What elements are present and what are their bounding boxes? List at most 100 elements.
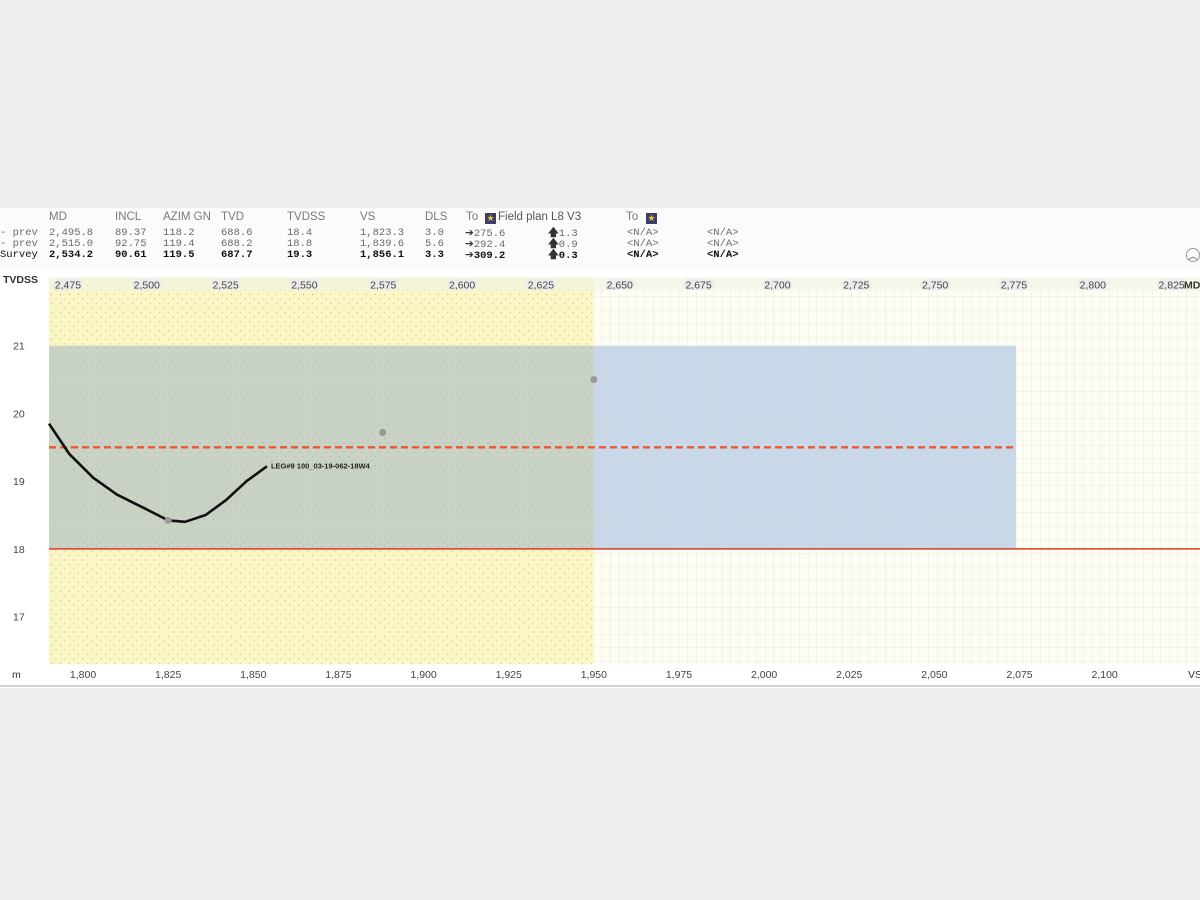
x-tick-label: 1,825 bbox=[155, 669, 181, 681]
md-tick-label: 2,525 bbox=[212, 280, 238, 292]
x-tick-label: 1,925 bbox=[496, 669, 522, 681]
distance-value: 309.2 bbox=[473, 250, 506, 262]
row-label: Survey bbox=[0, 249, 38, 261]
md-tick-label: 2,600 bbox=[449, 280, 475, 292]
y-axis-label: TVDSS bbox=[3, 274, 38, 286]
arrow-up-icon: 🡅 bbox=[548, 227, 559, 239]
md-tick-pill bbox=[52, 279, 83, 290]
header-md[interactable]: MD bbox=[49, 211, 67, 223]
arrow-right-icon: ➔ bbox=[465, 227, 474, 239]
cell-azim: 119.5 bbox=[163, 249, 195, 261]
x-tick-label: 2,050 bbox=[921, 669, 947, 681]
md-tick-label: 2,575 bbox=[370, 280, 396, 292]
md-tick-pill bbox=[289, 279, 320, 290]
x-tick-label: 1,975 bbox=[666, 669, 692, 681]
md-tick-label: 2,725 bbox=[843, 280, 869, 292]
cell-md: 2,515.0 bbox=[49, 238, 94, 250]
header-azim[interactable]: AZIM GN bbox=[163, 211, 211, 223]
vertical-value: 1.3 bbox=[558, 228, 578, 240]
md-tick-pill bbox=[998, 279, 1029, 290]
y-tick-label: 20 bbox=[13, 408, 25, 420]
md-tick-pill bbox=[447, 279, 478, 290]
md-tick-pill bbox=[368, 279, 399, 290]
x-tick-label: 2,000 bbox=[751, 669, 777, 681]
md-tick-pill bbox=[683, 279, 714, 290]
survey-point bbox=[164, 516, 172, 525]
row-label: - prev bbox=[0, 238, 38, 250]
row-label: - prev bbox=[0, 227, 38, 239]
cell-incl: 90.61 bbox=[115, 249, 147, 261]
md-tick-label: 2,475 bbox=[55, 280, 81, 292]
y-tick-label: 18 bbox=[13, 544, 25, 556]
cell-vertical: 🡅0.9 bbox=[548, 239, 578, 251]
md-tick-label: 2,550 bbox=[291, 280, 317, 292]
cell-tvd: 688.2 bbox=[221, 238, 253, 250]
cell-distance: ➔292.4 bbox=[465, 239, 505, 251]
cell-distance: ➔275.6 bbox=[465, 228, 505, 240]
cell-dls: 3.0 bbox=[425, 227, 444, 239]
md-tick-label: 2,775 bbox=[1001, 280, 1027, 292]
x-tick-label: 2,075 bbox=[1006, 669, 1032, 681]
cell-na2: <N/A> bbox=[707, 249, 739, 261]
cell-distance: ➔309.2 bbox=[465, 250, 505, 262]
x-tick-label: 1,950 bbox=[581, 669, 607, 681]
star-icon: ★ bbox=[485, 213, 496, 224]
md-tick-label: 2,675 bbox=[685, 280, 711, 292]
arrow-right-icon: ➔ bbox=[465, 249, 474, 261]
cell-dls: 5.6 bbox=[425, 238, 444, 250]
md-tick-label: 2,500 bbox=[134, 280, 160, 292]
y-tick-label: 19 bbox=[13, 476, 25, 488]
cell-incl: 92.75 bbox=[115, 238, 147, 250]
x-tick-label: 2,100 bbox=[1092, 669, 1118, 681]
md-tick-pill bbox=[1077, 279, 1108, 290]
header-tvdss[interactable]: TVDSS bbox=[287, 211, 326, 223]
arrow-right-icon: ➔ bbox=[465, 238, 474, 250]
y-tick-label: 17 bbox=[13, 612, 25, 624]
cell-md: 2,534.2 bbox=[49, 249, 94, 261]
cell-tvdss: 19.3 bbox=[287, 249, 313, 261]
formation-texture bbox=[49, 278, 594, 664]
md-tick-label: 2,825 bbox=[1158, 280, 1184, 292]
cell-vertical: 🡅0.3 bbox=[548, 250, 578, 262]
cell-incl: 89.37 bbox=[115, 227, 147, 239]
md-tick-label: 2,700 bbox=[764, 280, 790, 292]
md-tick-pill bbox=[920, 279, 951, 290]
header-target-2[interactable]: ★ bbox=[646, 211, 659, 224]
cell-azim: 119.4 bbox=[163, 238, 195, 250]
md-tick-pill bbox=[525, 279, 556, 290]
x-tick-label: 2,025 bbox=[836, 669, 862, 681]
well-section-chart: LEG#9 100_03-19-062-18W4 2,475 2,500 2,525 2… bbox=[0, 274, 1200, 687]
chevron-up-icon[interactable]: ︿ bbox=[1186, 248, 1200, 262]
md-tick-pill bbox=[131, 279, 162, 290]
survey-point bbox=[379, 428, 387, 436]
cell-tvdss: 18.4 bbox=[287, 227, 313, 239]
md-tick-pill bbox=[1156, 279, 1187, 290]
header-target-1[interactable]: ★ Field plan L8 V3 bbox=[485, 211, 581, 224]
cell-azim: 118.2 bbox=[163, 227, 195, 239]
md-tick-label: 2,625 bbox=[528, 280, 554, 292]
well-path-label: LEG#9 100_03-19-062-18W4 bbox=[271, 461, 371, 470]
cell-tvd: 687.7 bbox=[221, 249, 253, 261]
cell-vs: 1,823.3 bbox=[360, 227, 405, 239]
survey-point bbox=[590, 375, 598, 384]
header-tvd[interactable]: TVD bbox=[221, 211, 244, 223]
cell-vertical: 🡅1.3 bbox=[548, 228, 578, 240]
md-tick-label: 2,800 bbox=[1080, 280, 1106, 292]
md-tick-label: 2,750 bbox=[922, 280, 948, 292]
header-vs[interactable]: VS bbox=[360, 211, 376, 223]
cell-na1: <N/A> bbox=[627, 249, 659, 261]
cell-vs: 1,839.6 bbox=[360, 238, 405, 250]
distance-value: 275.6 bbox=[473, 228, 506, 240]
header-incl[interactable]: INCL bbox=[115, 211, 142, 223]
arrow-up-icon: 🡅 bbox=[548, 238, 559, 250]
cell-tvd: 688.6 bbox=[221, 227, 253, 239]
cell-na2: <N/A> bbox=[707, 238, 739, 250]
star-icon: ★ bbox=[646, 213, 657, 224]
cell-md: 2,495.8 bbox=[49, 227, 94, 239]
header-dls[interactable]: DLS bbox=[425, 211, 448, 223]
x-tick-label: 1,875 bbox=[325, 669, 351, 681]
cell-vs: 1,856.1 bbox=[360, 249, 405, 261]
md-tick-pill bbox=[762, 279, 793, 290]
survey-table: MD INCL AZIM GN TVD TVDSS VS DLS To ★ Fie… bbox=[0, 208, 1200, 270]
x-tick-label: 1,850 bbox=[240, 669, 266, 681]
